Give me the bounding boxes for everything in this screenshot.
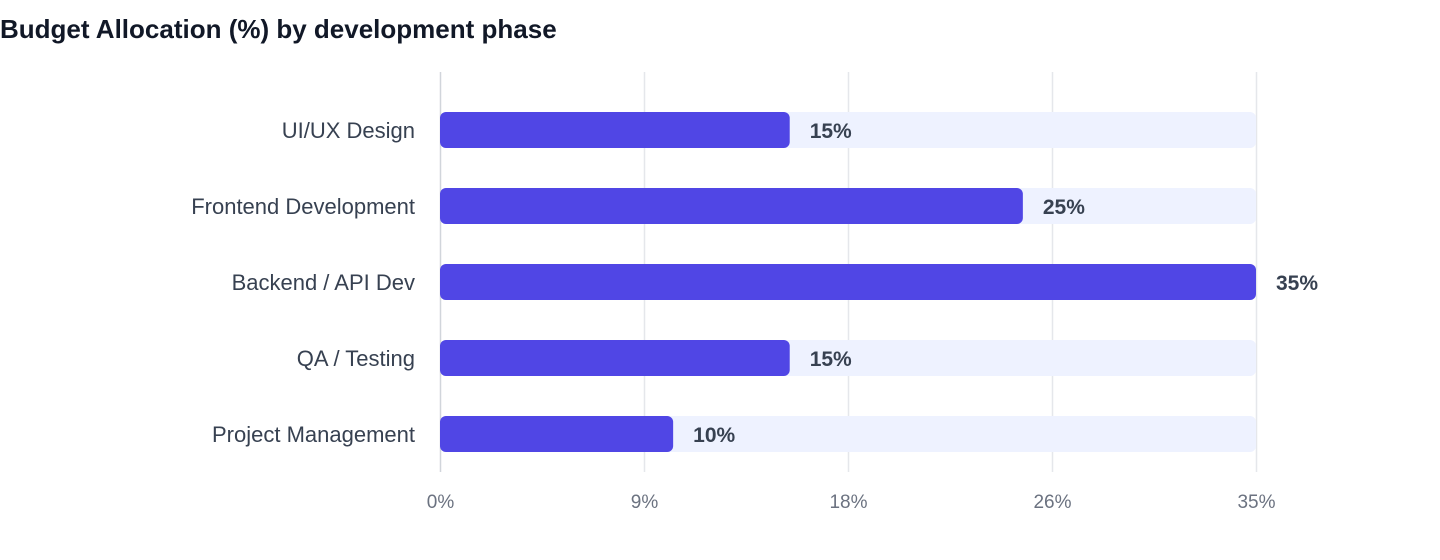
- bar: [440, 264, 1256, 300]
- x-tick-label: 35%: [1237, 492, 1275, 513]
- value-label: 15%: [810, 120, 852, 143]
- bar: [440, 188, 1023, 224]
- bar: [440, 340, 790, 376]
- category-label: Project Management: [212, 422, 415, 447]
- value-label: 15%: [810, 348, 852, 371]
- category-label: Backend / API Dev: [232, 270, 415, 295]
- x-axis-ticks: 0% 9% 18% 26% 35%: [427, 492, 1276, 513]
- category-label: UI/UX Design: [282, 118, 415, 143]
- x-tick-label: 0%: [427, 492, 455, 513]
- chart-title: Budget Allocation (%) by development pha…: [0, 14, 557, 44]
- x-tick-label: 26%: [1033, 492, 1071, 513]
- value-label: 35%: [1276, 272, 1318, 295]
- value-label: 10%: [693, 424, 735, 447]
- value-label: 25%: [1043, 196, 1085, 219]
- x-tick-label: 18%: [829, 492, 867, 513]
- bar: [440, 112, 790, 148]
- bars: [440, 112, 1256, 452]
- category-label: Frontend Development: [191, 194, 415, 219]
- x-tick-label: 9%: [631, 492, 659, 513]
- labels: UI/UX Design 15% Frontend Development 25% Ba…: [191, 118, 1318, 447]
- bar: [440, 416, 674, 452]
- category-label: QA / Testing: [297, 346, 415, 371]
